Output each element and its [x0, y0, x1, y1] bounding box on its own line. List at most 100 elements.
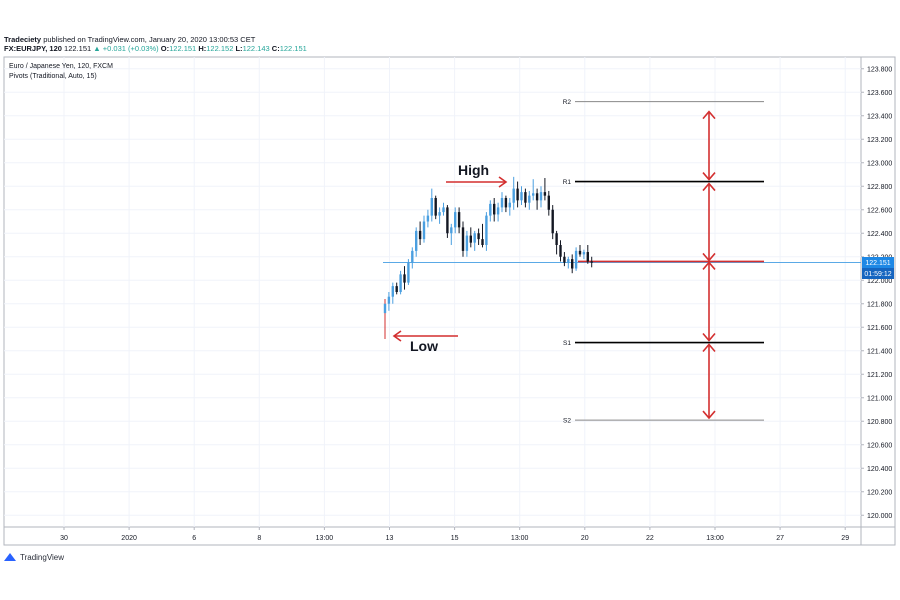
candle[interactable]: [469, 227, 472, 248]
pivot-label-s1: S1: [563, 340, 571, 347]
candle[interactable]: [438, 207, 441, 224]
candle-body: [508, 202, 511, 208]
candle[interactable]: [465, 230, 469, 257]
annotation-arrows: [392, 110, 716, 420]
candle[interactable]: [450, 223, 453, 245]
candle[interactable]: [508, 198, 511, 216]
time-tick-label: 13: [386, 535, 394, 542]
candle[interactable]: [383, 299, 387, 339]
candle-body: [551, 209, 554, 234]
arrow-head-bottom: [702, 252, 716, 262]
countdown-badge: [862, 268, 894, 279]
candle-body: [563, 256, 566, 263]
candle-body: [422, 221, 426, 240]
candle-body: [528, 195, 531, 203]
candle[interactable]: [532, 179, 535, 201]
tradingview-brand[interactable]: TradingView: [4, 551, 64, 563]
candle[interactable]: [442, 202, 445, 216]
candle-body: [457, 212, 461, 228]
candle[interactable]: [489, 200, 492, 222]
countdown-label: 01:59:12: [864, 271, 891, 278]
high-arrow: [446, 176, 508, 188]
candle[interactable]: [590, 256, 593, 268]
candle[interactable]: [387, 292, 391, 311]
candle[interactable]: [434, 195, 437, 220]
candle[interactable]: [411, 247, 414, 269]
candle[interactable]: [457, 207, 461, 234]
price-tick-label: 121.000: [867, 395, 892, 402]
candle-body: [473, 233, 476, 243]
candle-body: [477, 233, 480, 240]
candle[interactable]: [473, 230, 476, 251]
candle-body: [391, 286, 394, 297]
candles[interactable]: [383, 176, 593, 339]
candle[interactable]: [547, 190, 550, 216]
candle[interactable]: [539, 186, 543, 208]
candle[interactable]: [407, 259, 410, 285]
time-tick-label: 22: [646, 535, 654, 542]
annotation-high-label: High: [458, 162, 489, 178]
high-label: H:: [198, 44, 207, 53]
candle[interactable]: [555, 230, 558, 255]
candle[interactable]: [528, 190, 531, 210]
candle[interactable]: [582, 249, 586, 260]
candle-body: [481, 239, 484, 245]
candle-body: [532, 193, 535, 196]
low-value: 122.143: [242, 44, 270, 53]
candle[interactable]: [391, 282, 394, 304]
candle[interactable]: [422, 215, 426, 243]
time-tick-label: 30: [60, 535, 68, 542]
p-s1-distance-arrow: [702, 261, 716, 342]
pivot-label-r2: R2: [563, 99, 572, 106]
arrow-head-top: [702, 110, 716, 120]
candle[interactable]: [559, 240, 562, 262]
price-tick-label: 123.800: [867, 66, 892, 73]
time-axis[interactable]: 30 2020 6 8 13:00 13 15 13:00 20 22 13:00 27 29: [60, 527, 849, 542]
current-price-badge: [862, 257, 894, 268]
candle[interactable]: [571, 254, 574, 274]
candle[interactable]: [430, 188, 433, 222]
candle-body: [383, 303, 387, 314]
candle[interactable]: [418, 221, 422, 246]
candle[interactable]: [477, 228, 480, 245]
candle[interactable]: [504, 195, 508, 213]
price-tick-label: 122.600: [867, 207, 892, 214]
candle[interactable]: [446, 205, 449, 238]
candle[interactable]: [524, 188, 527, 208]
candle[interactable]: [500, 192, 504, 213]
candle-body: [426, 215, 430, 222]
quote-line: FX:EURJPY, 120 122.151 ▲ +0.031 (+0.03%)…: [4, 44, 307, 54]
candle[interactable]: [578, 245, 582, 257]
candle[interactable]: [485, 212, 488, 251]
candle[interactable]: [461, 221, 465, 257]
up-arrow-icon: ▲: [93, 44, 101, 53]
candle[interactable]: [481, 223, 484, 248]
candle[interactable]: [493, 198, 496, 222]
candle[interactable]: [516, 181, 519, 208]
candle-body: [574, 250, 578, 269]
candle[interactable]: [586, 245, 589, 264]
candle-body: [520, 192, 523, 201]
arrow-head-top: [702, 343, 716, 353]
candle-body: [504, 198, 508, 208]
candle[interactable]: [535, 188, 539, 210]
candle[interactable]: [403, 266, 406, 290]
candle-body: [524, 192, 527, 203]
candle[interactable]: [426, 209, 430, 228]
candle[interactable]: [574, 247, 578, 271]
candle[interactable]: [520, 186, 523, 206]
price-axis[interactable]: 123.800 123.600 123.400 123.200 123.000 122.8…: [861, 66, 892, 520]
candle[interactable]: [415, 227, 418, 257]
price-tick-label: 120.800: [867, 419, 892, 426]
close-label: C:: [271, 44, 280, 53]
candle[interactable]: [543, 178, 547, 201]
candle[interactable]: [567, 256, 570, 269]
candle[interactable]: [395, 282, 398, 295]
candle[interactable]: [563, 252, 566, 267]
candle[interactable]: [454, 207, 457, 234]
candle[interactable]: [551, 205, 554, 240]
candle[interactable]: [512, 176, 515, 210]
candle[interactable]: [496, 202, 500, 222]
candle[interactable]: [399, 270, 402, 295]
